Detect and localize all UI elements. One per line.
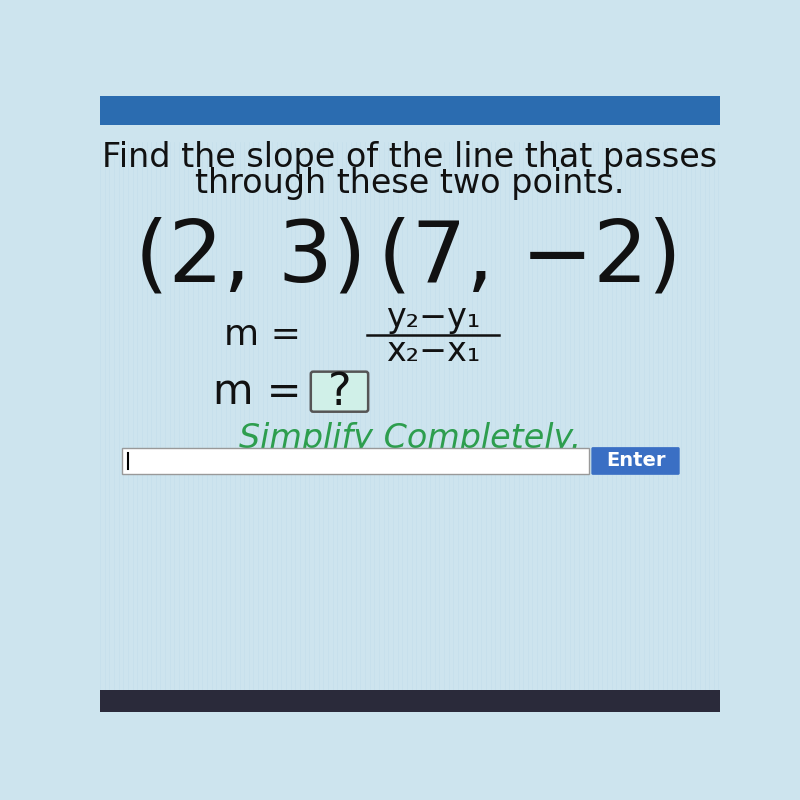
FancyBboxPatch shape [122,448,589,474]
Text: x₂−x₁: x₂−x₁ [386,335,480,368]
Text: y₂−y₁: y₂−y₁ [386,302,480,334]
FancyBboxPatch shape [310,372,368,412]
Bar [100,96,720,126]
Text: through these two points.: through these two points. [195,167,625,200]
Text: ?: ? [328,371,351,414]
Text: (2, 3): (2, 3) [135,216,367,299]
Text: Simplify Completely.: Simplify Completely. [239,422,581,455]
Text: (7, −2): (7, −2) [378,216,682,299]
Text: Enter: Enter [606,451,666,470]
Text: m =: m = [225,318,302,352]
FancyBboxPatch shape [591,447,680,475]
Text: Find the slope of the line that passes: Find the slope of the line that passes [102,141,718,174]
Bar [100,690,720,712]
Text: m =: m = [213,371,302,414]
